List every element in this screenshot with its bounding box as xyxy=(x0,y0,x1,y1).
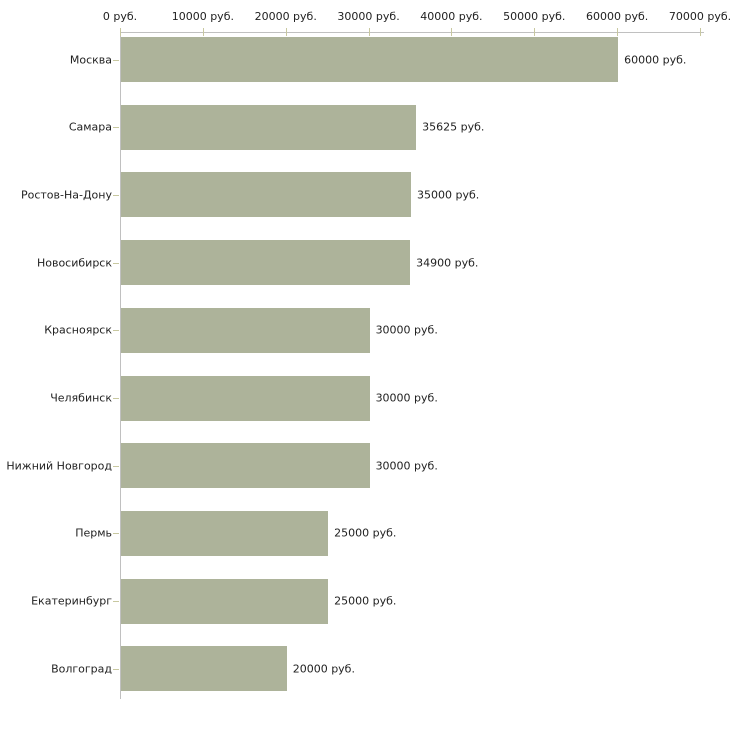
category-tick xyxy=(113,127,119,129)
category-tick xyxy=(113,668,119,670)
bar xyxy=(121,240,411,286)
x-axis-tick xyxy=(617,28,619,36)
x-axis-tick xyxy=(534,28,536,36)
x-axis-tick-label: 30000 руб. xyxy=(337,10,400,23)
x-axis-tick xyxy=(451,28,453,36)
category-label: Волгоград xyxy=(51,662,112,676)
category-label: Самара xyxy=(68,120,112,134)
bar xyxy=(121,510,329,556)
bar xyxy=(121,443,370,489)
category-label: Ростов-На-Дону xyxy=(20,188,112,202)
category-label: Москва xyxy=(69,53,112,66)
x-axis-tick-label: 40000 руб. xyxy=(420,10,483,23)
value-label: 25000 руб. xyxy=(334,594,397,608)
x-axis-tick xyxy=(368,28,370,36)
x-axis-tick-label: 60000 руб. xyxy=(586,10,649,23)
category-tick xyxy=(113,465,119,467)
x-axis-tick xyxy=(700,28,701,36)
x-axis-tick xyxy=(120,28,121,36)
category-label: Пермь xyxy=(75,526,112,540)
value-label: 25000 руб. xyxy=(334,526,397,540)
x-axis-tick xyxy=(202,28,204,36)
value-label: 35000 руб. xyxy=(417,188,480,202)
category-label: Челябинск xyxy=(50,391,112,405)
category-tick xyxy=(113,601,119,603)
x-axis-tick-label: 70000 руб. xyxy=(668,10,730,23)
x-axis-line xyxy=(120,32,704,33)
category-label: Красноярск xyxy=(44,323,112,337)
x-axis-tick-label: 50000 руб. xyxy=(503,10,566,23)
x-axis-tick-label: 10000 руб. xyxy=(171,10,234,23)
value-label: 20000 руб. xyxy=(292,662,355,676)
x-axis-tick-label: 0 руб. xyxy=(102,10,138,23)
y-axis-line xyxy=(120,32,121,699)
bar xyxy=(121,104,417,150)
category-tick xyxy=(113,330,119,332)
bar xyxy=(121,37,619,82)
bar xyxy=(121,307,370,353)
category-tick xyxy=(113,262,119,264)
x-axis-tick xyxy=(285,28,287,36)
bar xyxy=(121,578,329,624)
category-label: Нижний Новгород xyxy=(6,459,112,473)
value-label: 60000 руб. xyxy=(624,53,687,66)
bar xyxy=(121,172,411,218)
value-label: 30000 руб. xyxy=(375,459,438,473)
value-label: 30000 руб. xyxy=(375,323,438,337)
category-tick xyxy=(113,533,119,535)
value-label: 30000 руб. xyxy=(375,391,438,405)
value-label: 34900 руб. xyxy=(416,256,479,270)
category-tick xyxy=(113,194,119,196)
category-label: Новосибирск xyxy=(36,256,112,270)
bar xyxy=(121,375,370,421)
category-label: Екатеринбург xyxy=(31,594,112,608)
value-label: 35625 руб. xyxy=(422,120,485,134)
bar xyxy=(121,646,287,692)
x-axis-tick-label: 20000 руб. xyxy=(254,10,317,23)
category-tick xyxy=(113,398,119,399)
category-tick xyxy=(113,59,119,61)
